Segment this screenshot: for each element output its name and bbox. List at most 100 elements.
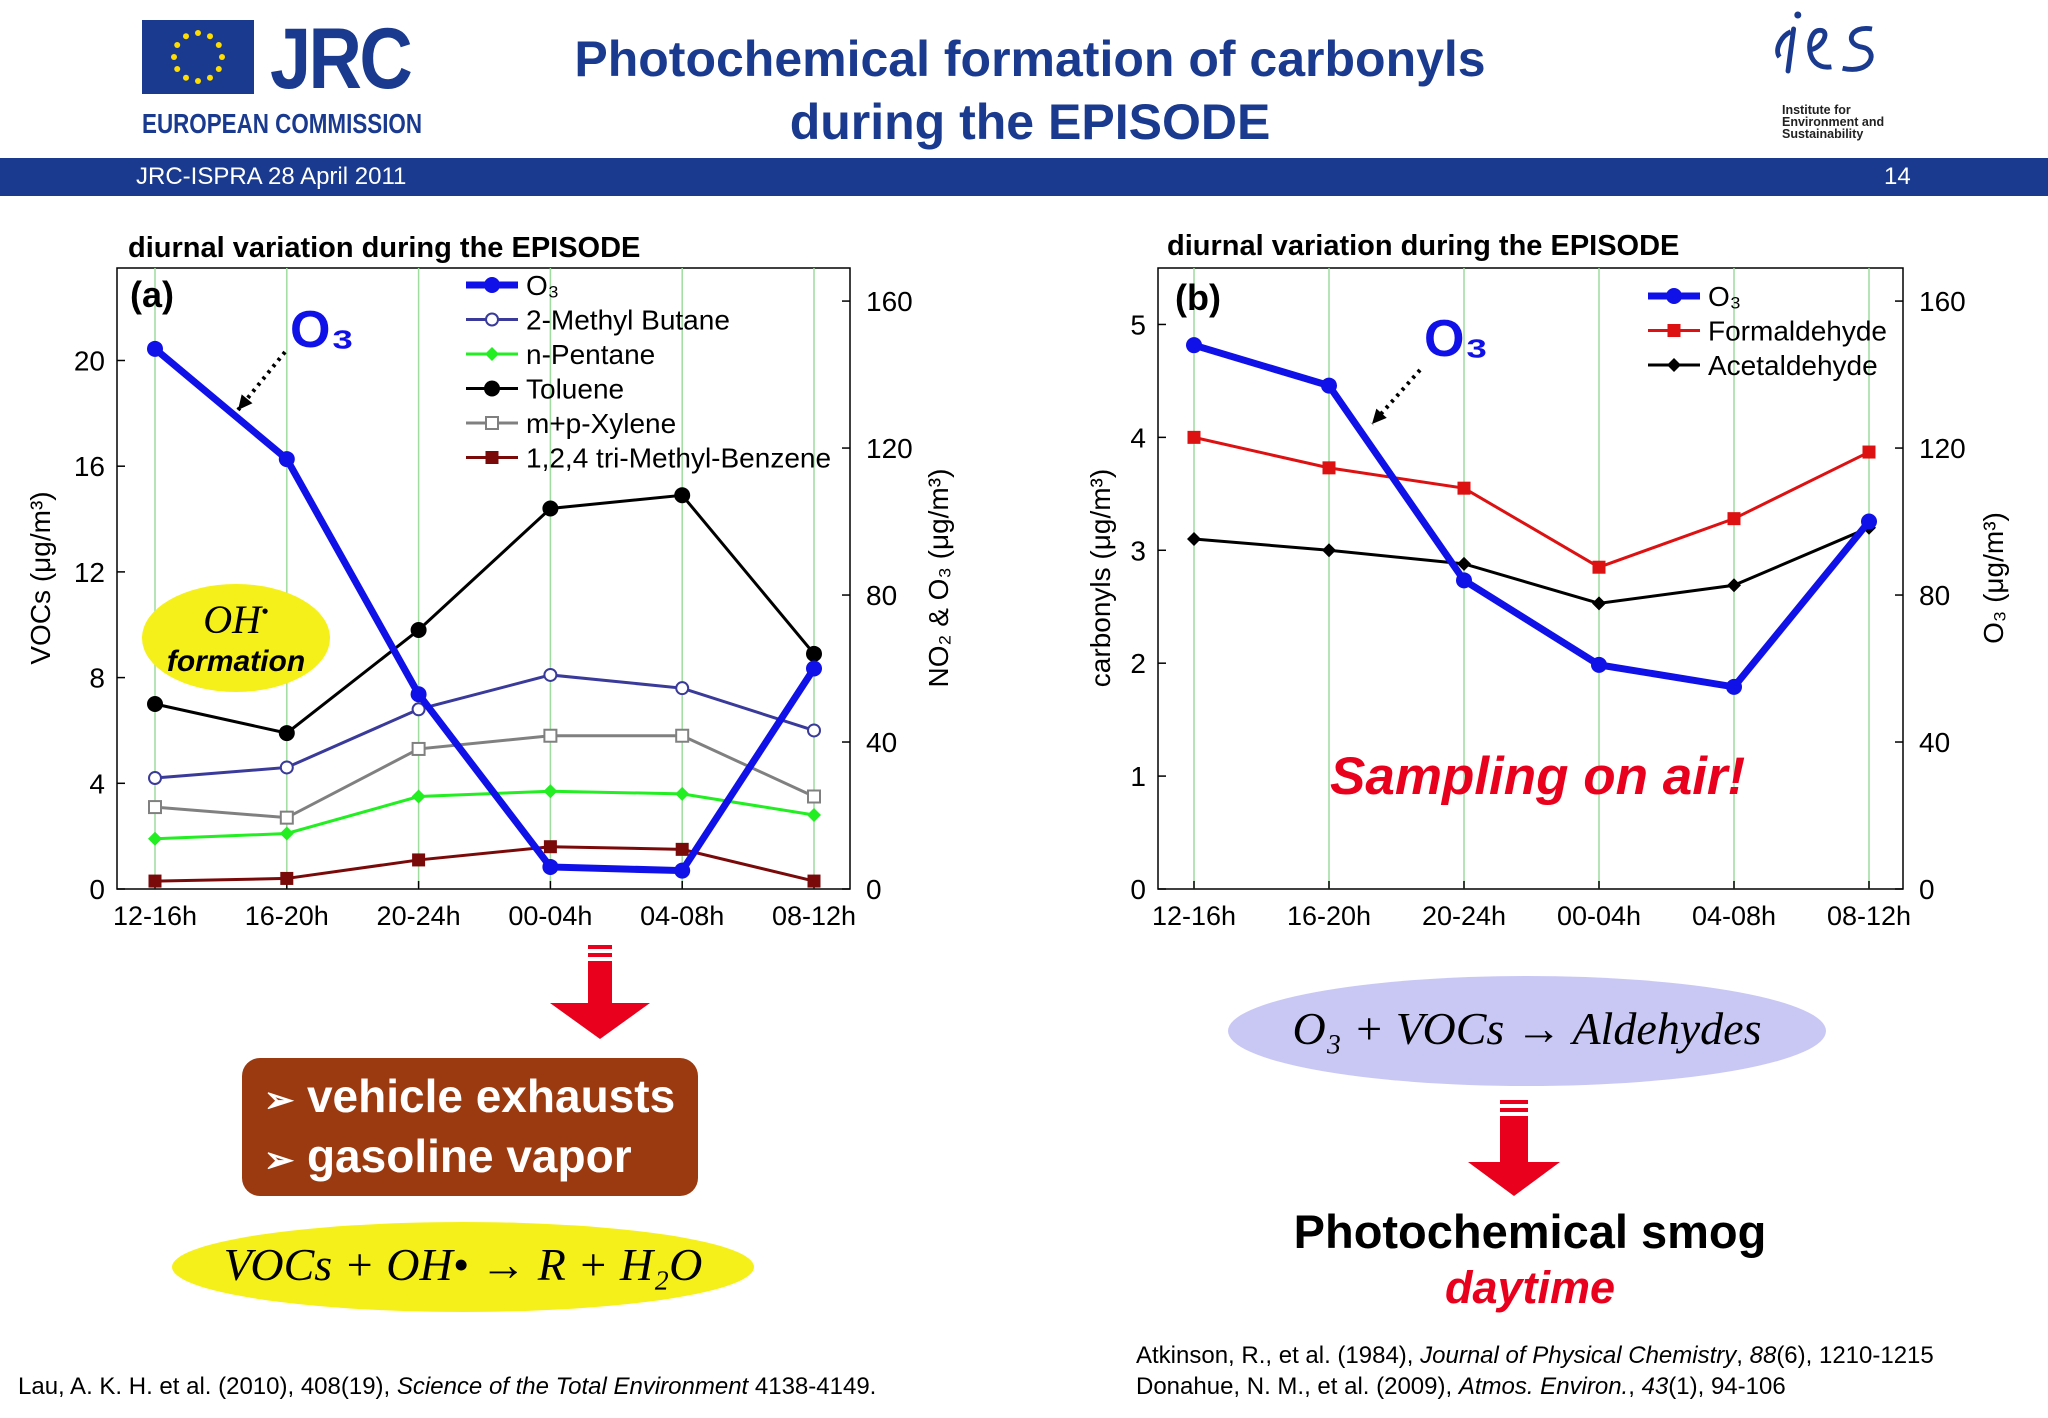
series-line bbox=[154, 789, 815, 841]
sources-box: ➢ vehicle exhausts ➢ gasoline vapor bbox=[242, 1058, 698, 1196]
legend-marker bbox=[484, 380, 500, 397]
data-point bbox=[807, 723, 821, 738]
legend-label: Toluene bbox=[526, 374, 624, 405]
x-tick-label: 08-12h bbox=[772, 901, 856, 931]
y-tick-label: 16 bbox=[74, 451, 105, 482]
eu-flag-icon bbox=[142, 20, 254, 94]
eu-star-icon bbox=[219, 54, 225, 60]
chart-frame bbox=[116, 267, 851, 890]
chart-a-title: diurnal variation during the EPISODE bbox=[128, 232, 641, 264]
y-axis-label: VOCs (μg/m³) bbox=[25, 491, 56, 664]
y-tick-label: 4 bbox=[1130, 422, 1146, 453]
sampling-note: Sampling on air! bbox=[1330, 747, 1746, 806]
data-point bbox=[543, 840, 557, 854]
data-point bbox=[1861, 513, 1877, 530]
data-point bbox=[148, 831, 162, 846]
y2-axis-label: O₃ (μg/m³) bbox=[1978, 512, 2009, 644]
ref-text: , bbox=[1628, 1373, 1642, 1400]
eu-star-icon bbox=[207, 74, 213, 81]
y-axis-label: carbonyls (μg/m³) bbox=[1085, 469, 1116, 687]
ref-journal: Atmos. Environ. bbox=[1458, 1373, 1629, 1400]
y-tick-label: 2 bbox=[1130, 648, 1146, 679]
reaction-right-ellipse bbox=[1228, 976, 1826, 1086]
legend-label: n-Pentane bbox=[526, 339, 655, 370]
data-point bbox=[1592, 596, 1606, 611]
data-point bbox=[410, 622, 427, 639]
data-point bbox=[411, 789, 426, 804]
data-point bbox=[675, 842, 689, 856]
y2-tick-label: 120 bbox=[1919, 433, 1966, 464]
arrow-bullet-icon: ➢ bbox=[264, 1139, 295, 1180]
legend-marker bbox=[484, 277, 500, 293]
y-tick-label: 1 bbox=[1130, 761, 1146, 792]
series-line bbox=[1192, 341, 1872, 691]
series-line bbox=[1193, 435, 1870, 569]
data-point bbox=[148, 800, 162, 815]
series-line bbox=[154, 493, 816, 735]
x-tick-label: 20-24h bbox=[377, 901, 461, 931]
eu-star-icon bbox=[174, 42, 181, 48]
data-point bbox=[542, 858, 559, 875]
ref-text: Atkinson, R., et al. (1984), bbox=[1136, 1342, 1421, 1369]
data-point bbox=[1322, 461, 1336, 475]
data-point bbox=[1187, 430, 1201, 444]
data-point bbox=[1862, 445, 1876, 459]
data-point bbox=[806, 660, 822, 677]
x-tick-label: 20-24h bbox=[1422, 901, 1506, 931]
eu-star-icon bbox=[207, 33, 213, 40]
data-point bbox=[543, 667, 558, 682]
ies-sub-line: Sustainability bbox=[1782, 127, 1864, 141]
source-item: ➢ vehicle exhausts bbox=[264, 1068, 698, 1128]
ref-volume: 88 bbox=[1749, 1342, 1777, 1369]
data-point bbox=[1727, 578, 1741, 593]
ref-text: (6), 1210-1215 bbox=[1776, 1342, 1934, 1369]
ies-logo-subtitle: Institute for Environment and Sustainabi… bbox=[1782, 104, 1884, 141]
data-point bbox=[674, 487, 691, 504]
data-point bbox=[280, 871, 294, 885]
eu-star-icon bbox=[183, 74, 189, 81]
data-point bbox=[1456, 572, 1472, 589]
legend-marker bbox=[485, 312, 499, 327]
series-line bbox=[154, 845, 815, 883]
data-point bbox=[543, 784, 558, 799]
data-point bbox=[675, 681, 690, 696]
eu-star-icon bbox=[174, 66, 181, 72]
y-tick-label: 0 bbox=[89, 874, 105, 905]
y2-tick-label: 160 bbox=[866, 286, 913, 317]
y2-tick-label: 0 bbox=[866, 874, 882, 905]
data-point bbox=[674, 862, 691, 879]
data-point bbox=[279, 760, 294, 775]
x-tick-label: 04-08h bbox=[1692, 901, 1776, 931]
arrow-bullet-icon: ➢ bbox=[264, 1079, 295, 1120]
reference-donahue: Donahue, N. M., et al. (2009), Atmos. En… bbox=[1136, 1373, 1786, 1401]
ref-text: (1), 94-106 bbox=[1668, 1373, 1786, 1400]
down-arrow-icon bbox=[550, 945, 650, 1039]
formation-label: formation bbox=[166, 645, 306, 678]
ref-volume: 43 bbox=[1641, 1373, 1669, 1400]
legend-label: 1,2,4 tri-Methyl-Benzene bbox=[526, 443, 831, 474]
eu-star-icon bbox=[183, 33, 189, 40]
eu-star-icon bbox=[195, 30, 201, 36]
x-tick-label: 08-12h bbox=[1827, 901, 1911, 931]
slide-title-line2: during the EPISODE bbox=[789, 94, 1271, 150]
data-point bbox=[1726, 678, 1742, 695]
data-point bbox=[542, 500, 559, 517]
data-point bbox=[1727, 512, 1741, 526]
header-bar bbox=[0, 158, 2048, 196]
data-point bbox=[1187, 531, 1201, 546]
y-tick-label: 3 bbox=[1130, 535, 1146, 566]
data-point bbox=[1457, 481, 1471, 495]
reaction-right: O₃ + VOCs → Aldehydes bbox=[1292, 1003, 1762, 1054]
data-point bbox=[412, 853, 426, 867]
slide-header: JRC EUROPEAN COMMISSION Photochemical fo… bbox=[0, 0, 2048, 160]
data-point bbox=[148, 771, 162, 786]
x-tick-label: 16-20h bbox=[245, 901, 329, 931]
data-point bbox=[279, 826, 294, 841]
y-tick-label: 20 bbox=[74, 345, 105, 376]
data-point bbox=[675, 786, 690, 801]
oh-formation-label: OH• bbox=[203, 597, 269, 642]
data-point bbox=[807, 808, 821, 823]
y2-tick-label: 40 bbox=[866, 727, 897, 758]
data-point bbox=[543, 728, 558, 743]
y-tick-label: 4 bbox=[89, 768, 105, 799]
